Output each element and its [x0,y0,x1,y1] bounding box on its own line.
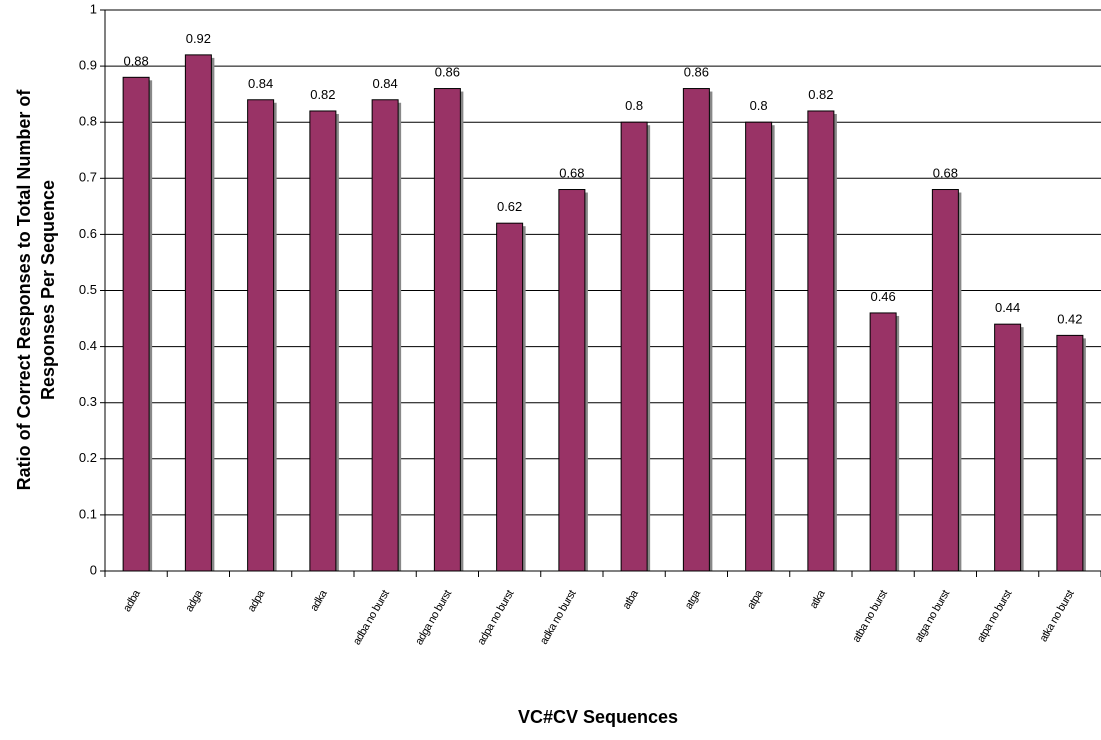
x-tick-label: adba no burst [351,588,392,647]
value-label: 0.92 [186,31,211,46]
bar [247,99,275,572]
bar [931,189,959,572]
value-label: 0.46 [870,289,895,304]
value-label: 0.86 [684,65,709,80]
y-tick-label: 0.8 [79,114,97,129]
y-axis-title-line: Responses Per Sequence [38,180,58,400]
x-tick-label: atga no burst [913,588,952,644]
bar [807,110,835,572]
bar [682,88,710,572]
value-label: 0.68 [933,166,958,181]
x-tick-label: adka [308,587,330,613]
bar [1056,334,1084,572]
value-label: 0.86 [435,65,460,80]
value-label: 0.8 [750,98,768,113]
value-label: 0.82 [808,87,833,102]
value-label: 0.8 [625,98,643,113]
x-tick-label: adba [121,587,143,614]
value-label: 0.84 [248,76,273,91]
value-label: 0.42 [1057,311,1082,326]
x-tick-label: atka no burst [1038,588,1077,644]
bar [558,189,586,572]
y-tick-label: 0.7 [79,170,97,185]
value-label: 0.82 [310,87,335,102]
y-tick-label: 0.9 [79,58,97,73]
bar [371,99,399,572]
bar [122,76,150,572]
y-tick-label: 0 [90,562,97,577]
x-tick-label: atpa no burst [975,588,1014,644]
x-tick-label: adka no burst [538,588,579,646]
bar [496,222,524,572]
y-tick-label: 0.6 [79,226,97,241]
bar [309,110,337,572]
value-label: 0.84 [372,76,397,91]
x-axis-title: VC#CV Sequences [518,707,678,727]
x-tick-label: atba [621,587,642,611]
bar [745,121,773,572]
value-label: 0.68 [559,166,584,181]
y-tick-label: 0.5 [79,282,97,297]
value-label: 0.62 [497,199,522,214]
y-tick-label: 0.4 [79,338,97,353]
x-tick-label: atga [683,587,704,611]
y-axis-title: Ratio of Correct Responses to Total Numb… [14,89,58,491]
y-tick-label: 0.1 [79,506,97,521]
x-tick-label: adga [183,587,205,614]
value-label: 0.88 [123,53,148,68]
y-tick-label: 0.2 [79,450,97,465]
x-tick-label: adga no burst [413,588,454,647]
bar [620,121,648,572]
bar [184,54,212,572]
x-tick-label: atka [808,587,828,610]
bar [994,323,1022,572]
y-tick-label: 1 [90,1,97,16]
bar [433,88,461,572]
value-label: 0.44 [995,300,1020,315]
bar [869,312,897,572]
x-tick-label: atpa [745,587,766,611]
x-tick-label: atba no burst [850,588,889,644]
x-tick-label: adpa no burst [475,588,516,647]
y-tick-label: 0.3 [79,394,97,409]
x-tick-label: adpa [246,587,268,614]
y-axis-title-line: Ratio of Correct Responses to Total Numb… [14,89,34,491]
